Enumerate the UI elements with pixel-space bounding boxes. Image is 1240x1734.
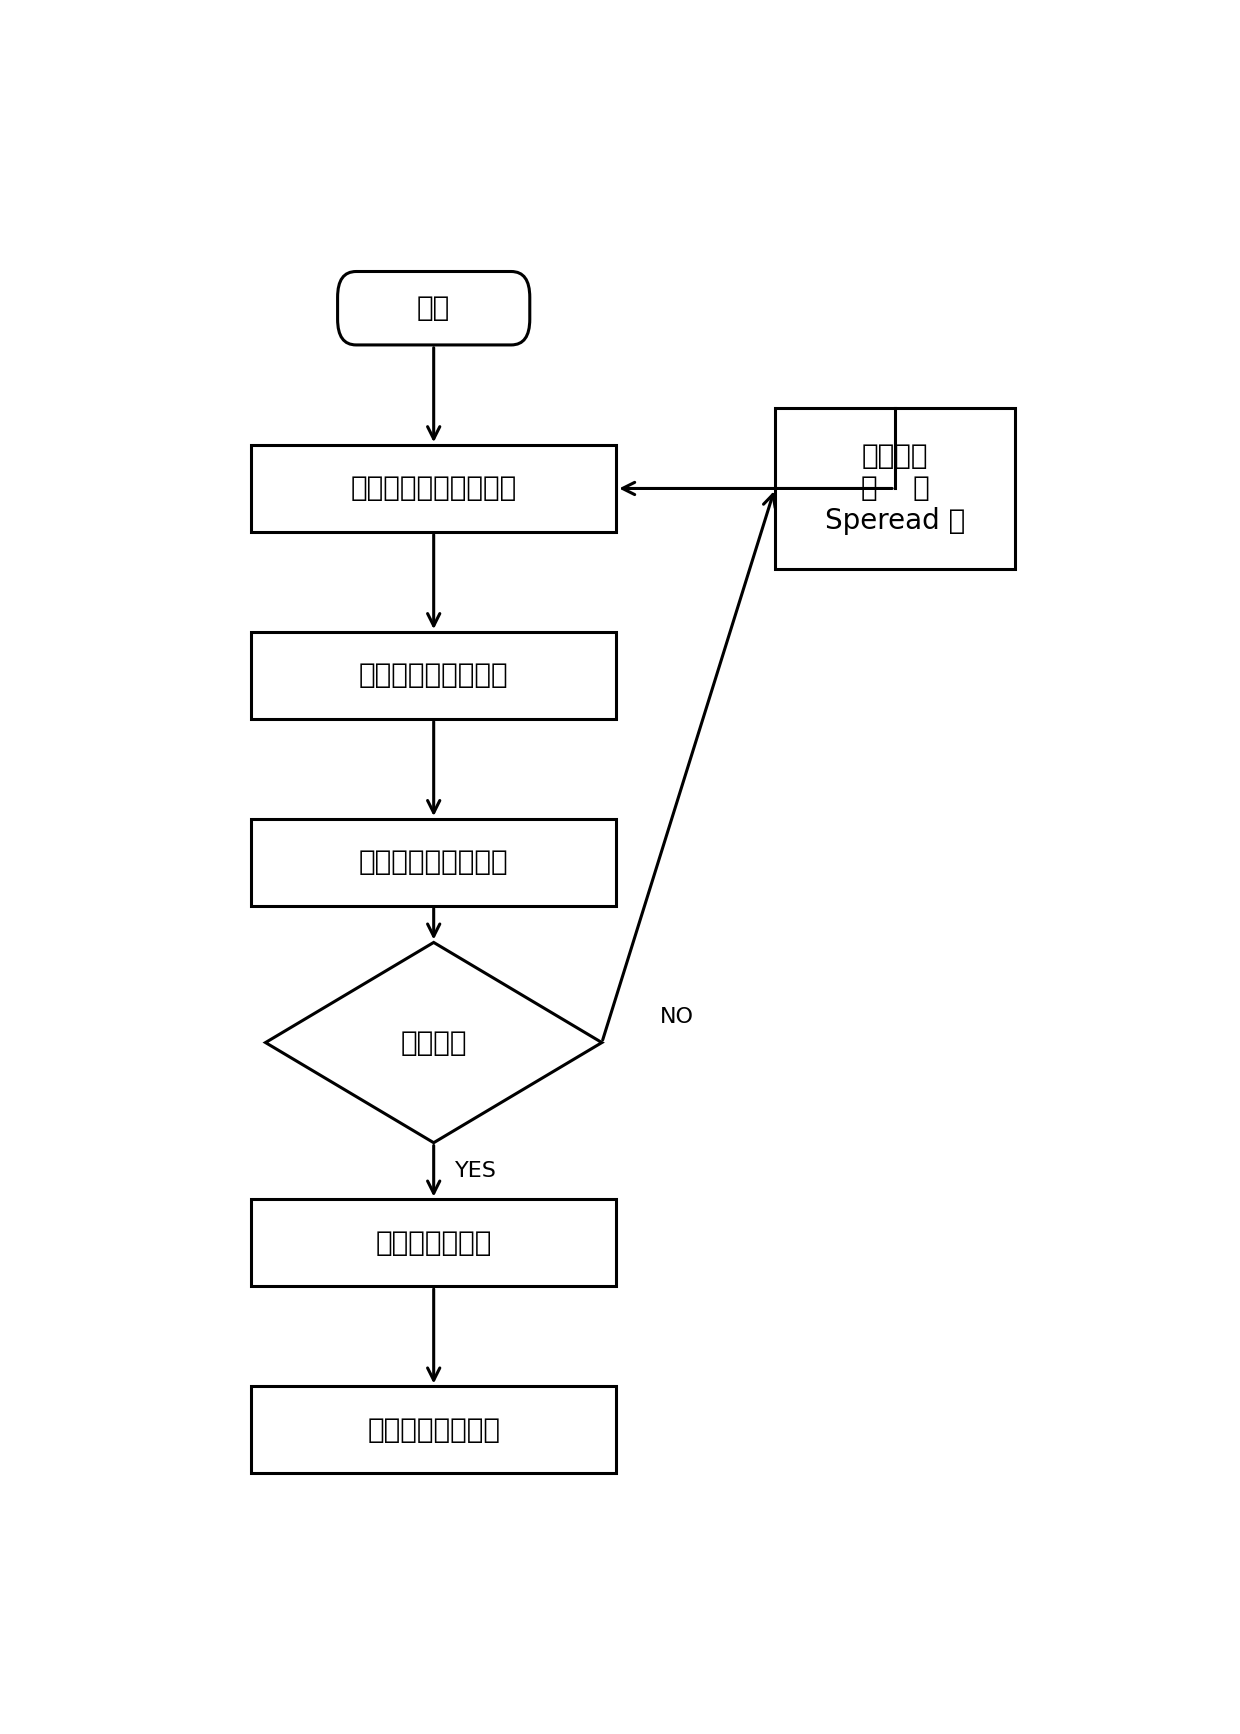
Bar	[250, 631, 616, 720]
Text: 输入训练集训练网络: 输入训练集训练网络	[358, 661, 508, 690]
Bar	[250, 1200, 616, 1287]
Text: 训练完成并输出结果: 训练完成并输出结果	[358, 848, 508, 876]
FancyBboxPatch shape	[337, 272, 529, 345]
Bar	[250, 446, 616, 532]
Bar	[775, 407, 1016, 569]
Text: 开始: 开始	[417, 295, 450, 323]
Bar	[250, 818, 616, 905]
Text: 输出类别判断结果: 输出类别判断结果	[367, 1415, 500, 1444]
Text: NO: NO	[660, 1006, 693, 1027]
Polygon shape	[265, 943, 601, 1143]
Text: 输入测试集数据: 输入测试集数据	[376, 1229, 492, 1257]
Text: YES: YES	[455, 1162, 497, 1181]
Text: 建立概率神经网络模型: 建立概率神经网络模型	[351, 475, 517, 503]
Bar	[250, 1387, 616, 1474]
Text: 设置训练
参    数
Speread 値: 设置训练 参 数 Speread 値	[825, 442, 965, 534]
Text: 结果正确: 结果正确	[401, 1028, 467, 1056]
